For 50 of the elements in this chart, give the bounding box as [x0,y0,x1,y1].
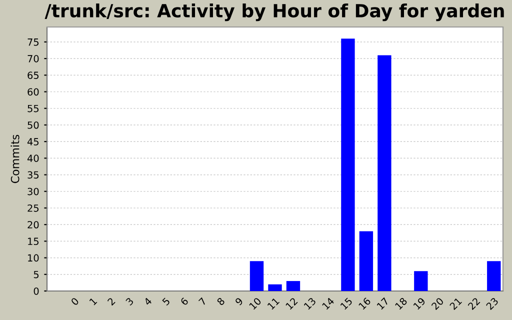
y-tick-label: 0 [34,287,39,295]
y-tick-label: 50 [28,121,39,129]
bar [286,281,300,291]
x-tick-label: 20 [431,297,444,310]
x-tick-label: 10 [248,297,262,310]
bar [378,55,392,291]
y-tick-label: 25 [28,204,39,212]
x-tick-label: 22 [468,297,480,310]
x-tick-label: 23 [486,297,499,310]
x-tick-label: 16 [358,297,372,310]
x-tick-label: 14 [322,297,335,310]
chart-title: /trunk/src: Activity by Hour of Day for yarden [44,4,504,22]
x-tick-label: 19 [413,297,426,310]
bar [250,261,264,291]
y-tick-label: 55 [28,104,39,112]
x-tick-label: 1 [89,297,98,306]
x-tick-label: 17 [376,297,390,310]
y-tick-label: 20 [28,221,39,228]
x-tick-label: 11 [267,297,280,310]
y-tick-label: 5 [34,271,39,278]
y-tick-label: 70 [28,55,39,62]
y-tick-label: 75 [28,38,39,46]
x-tick-label: 18 [394,297,408,310]
y-tick-label: 40 [27,154,39,162]
y-tick-label: 10 [28,254,39,262]
y-tick-label: 15 [28,238,39,246]
x-tick-label: 6 [180,297,189,306]
bar [341,38,355,291]
x-tick-label: 3 [125,297,134,306]
bar [487,261,501,291]
x-tick-label: 7 [198,297,207,306]
x-tick-label: 12 [285,297,298,310]
bar [268,284,282,291]
x-tick-label: 4 [143,297,152,306]
x-tick-label: 13 [304,297,316,310]
bar [414,271,428,291]
x-tick-label: 15 [340,297,353,310]
x-tick-label: 21 [449,297,462,310]
x-tick-label: 9 [234,297,244,306]
y-tick-label: 65 [28,72,39,79]
x-tick-label: 2 [107,297,116,306]
x-tick-label: 8 [216,297,226,306]
y-tick-label: 35 [28,171,39,179]
y-tick-label: 45 [27,138,39,146]
y-tick-label: 60 [28,88,39,96]
x-tick-label: 0 [70,297,80,306]
bar [359,231,374,291]
y-tick-label: 30 [28,188,39,196]
x-tick-label: 5 [162,297,170,306]
y-axis-title: Commits [10,134,20,184]
